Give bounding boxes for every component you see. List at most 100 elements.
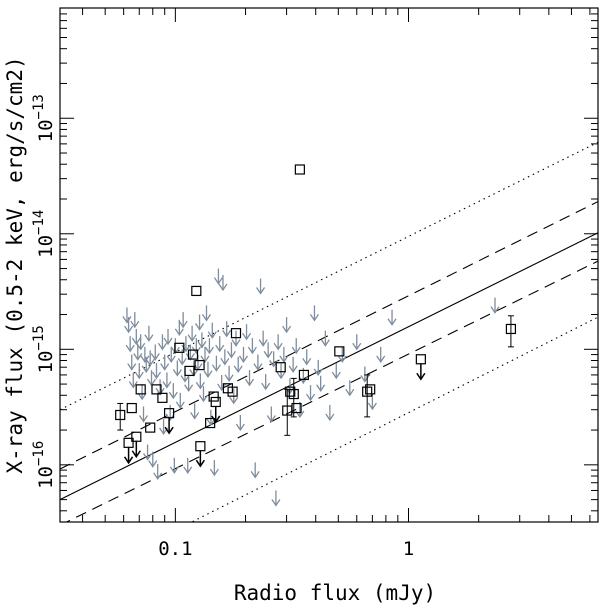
detection-square xyxy=(505,323,517,335)
detection-square xyxy=(205,417,216,429)
upper-limit-arrow xyxy=(226,342,236,359)
reference-line-dotted xyxy=(190,316,598,522)
detection-square xyxy=(230,328,242,339)
upper-limit-arrow xyxy=(151,363,162,380)
upper-limit-arrow xyxy=(320,330,330,347)
upper-limit-arrow xyxy=(198,386,209,403)
detection-square xyxy=(135,384,146,395)
upper-limit-arrow xyxy=(207,322,217,339)
detection-square xyxy=(298,369,310,381)
upper-limit-arrow xyxy=(316,375,326,392)
detection-point xyxy=(174,342,185,353)
detection-point xyxy=(288,377,299,418)
upper-limit-arrow xyxy=(190,403,200,420)
detection-square xyxy=(174,342,185,353)
upper-limit-arrow xyxy=(279,346,289,364)
reference-line-dotted xyxy=(60,141,598,411)
upper-limit-markers xyxy=(122,268,500,507)
upper-limit-arrow xyxy=(148,451,158,468)
upper-limit-arrow xyxy=(177,349,187,366)
upper-limit-arrow xyxy=(164,417,174,435)
detection-point xyxy=(208,391,219,402)
upper-limit-arrow xyxy=(282,317,292,334)
upper-limit-arrow xyxy=(124,317,134,334)
plot-frame xyxy=(59,7,599,523)
detection-point xyxy=(191,285,202,297)
detection-point xyxy=(334,346,345,357)
upper-limit-arrow xyxy=(256,278,266,295)
upper-limit-arrow xyxy=(288,356,298,374)
upper-limit-arrow xyxy=(200,346,210,364)
detection-square xyxy=(115,409,126,421)
upper-limit-arrow xyxy=(224,365,234,382)
detection-point xyxy=(163,408,175,435)
upper-limit-arrow xyxy=(305,385,316,402)
upper-limit-arrow xyxy=(183,457,193,474)
upper-limit-arrow xyxy=(416,363,426,381)
reference-line-dashed xyxy=(65,260,598,522)
upper-limit-arrow xyxy=(128,372,138,389)
upper-limit-arrow xyxy=(195,450,205,468)
upper-limit-arrow xyxy=(325,404,335,422)
detection-square xyxy=(275,362,286,373)
reference-line-solid xyxy=(60,232,598,501)
upper-limit-arrow xyxy=(309,305,319,322)
upper-limit-arrow xyxy=(195,373,205,390)
x-axis-label: Radio flux (mJy) xyxy=(234,581,436,605)
detection-point xyxy=(415,354,426,381)
y-tick-label: 10−15 xyxy=(31,325,57,373)
detection-square xyxy=(294,164,305,175)
upper-limit-arrow xyxy=(263,342,273,359)
upper-limit-arrow xyxy=(352,334,362,351)
detection-square xyxy=(227,386,238,397)
upper-limit-arrow xyxy=(209,460,219,477)
upper-limit-arrow xyxy=(137,384,147,401)
upper-limit-arrow xyxy=(195,314,205,331)
detection-point xyxy=(210,396,221,424)
upper-limit-arrow xyxy=(244,370,255,387)
upper-limit-arrow xyxy=(235,414,245,432)
detection-markers xyxy=(115,164,517,468)
upper-limit-arrow xyxy=(145,350,155,367)
detection-square xyxy=(195,441,206,452)
upper-limit-arrow xyxy=(162,372,172,389)
y-tick-label: 10−14 xyxy=(31,210,57,258)
upper-limit-arrow xyxy=(261,374,271,391)
upper-limit-arrow xyxy=(215,336,225,353)
detection-square xyxy=(187,349,199,360)
upper-limit-arrow xyxy=(273,334,283,351)
upper-limit-arrow xyxy=(295,401,305,419)
upper-limit-arrow xyxy=(337,346,347,364)
upper-limit-arrow xyxy=(136,334,146,351)
upper-limit-arrow xyxy=(211,355,221,372)
upper-limit-arrow xyxy=(203,361,213,378)
upper-limit-arrow xyxy=(169,457,179,474)
upper-limit-arrow xyxy=(331,363,341,380)
detection-point xyxy=(135,384,146,395)
detection-point xyxy=(362,374,373,418)
upper-limit-arrow xyxy=(134,363,144,380)
detection-square xyxy=(288,388,299,400)
upper-limit-arrow xyxy=(247,338,257,355)
upper-limit-arrow xyxy=(157,334,167,351)
detection-point xyxy=(151,384,162,395)
upper-limit-arrow xyxy=(131,440,141,459)
detection-point xyxy=(123,437,134,465)
detection-square xyxy=(145,422,156,433)
upper-limit-arrow xyxy=(146,370,157,387)
detection-point xyxy=(157,392,168,403)
upper-limit-arrow xyxy=(490,297,500,314)
upper-limit-arrow xyxy=(220,349,230,366)
upper-limit-arrow xyxy=(233,356,243,374)
detection-point xyxy=(285,386,296,397)
axes: 0.1 1 10−16 10−15 10−14 10−13 xyxy=(31,7,599,560)
upper-limit-arrow xyxy=(144,325,154,342)
upper-limit-arrow xyxy=(160,354,170,371)
y-tick-label: 10−13 xyxy=(31,94,57,142)
detection-point xyxy=(365,384,376,395)
upper-limit-arrow xyxy=(123,446,134,465)
upper-limit-arrow xyxy=(302,349,312,366)
upper-limit-arrow xyxy=(153,463,163,481)
upper-limit-arrow xyxy=(159,418,169,436)
